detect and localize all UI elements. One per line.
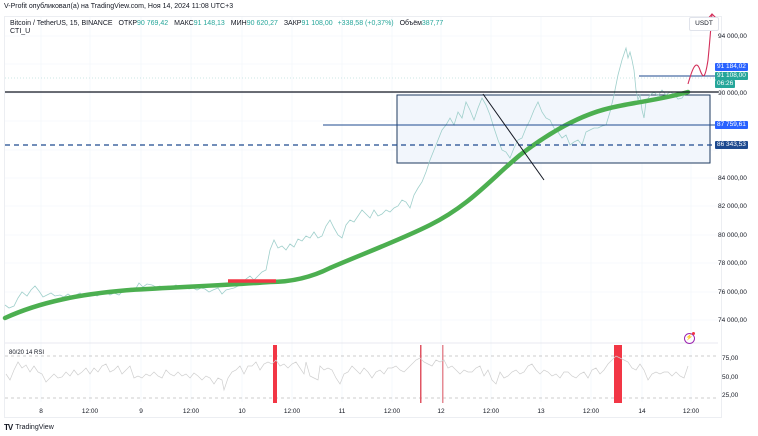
rsi-tick: 75,00	[722, 355, 739, 362]
rsi-marker	[442, 345, 444, 403]
tradingview-logo: TV TradingView	[4, 423, 54, 432]
x-tick: 11	[339, 408, 346, 415]
y-tick: 82 000,00	[718, 203, 747, 210]
close-value: 91 108,00	[301, 20, 333, 27]
time-axis[interactable]: 8 12:00 9 12:00 10 12:00 11 12:00 12 12:…	[39, 408, 699, 415]
level-low-tag: 86 343,53	[715, 141, 748, 149]
x-tick: 14	[638, 408, 646, 415]
rsi-marker	[420, 345, 422, 403]
rsi-tick: 25,00	[722, 392, 739, 399]
range-rectangle[interactable]	[396, 94, 711, 164]
rsi-marker	[614, 345, 622, 403]
high-value: 91 148,13	[193, 20, 225, 27]
indicator-legend[interactable]: CTI_U	[10, 28, 31, 35]
x-tick: 10	[238, 408, 246, 415]
forecast-arrow[interactable]	[687, 13, 713, 85]
change-value: +338,58 (+0,37%)	[337, 20, 394, 27]
y-tick: 74 000,00	[718, 317, 747, 324]
x-tick: 12:00	[683, 408, 700, 415]
volume-value: 387,77	[421, 20, 444, 27]
x-tick: 12:00	[483, 408, 500, 415]
brand-name: TradingView	[15, 424, 54, 431]
x-tick: 12:00	[183, 408, 200, 415]
rsi-tick: 50,00	[722, 374, 739, 381]
x-tick: 13	[537, 408, 545, 415]
x-tick: 12:00	[284, 408, 301, 415]
open-label: ОТКР	[118, 20, 138, 27]
grid	[5, 17, 718, 402]
rsi-line	[5, 355, 689, 392]
x-tick: 12:00	[583, 408, 600, 415]
x-tick: 9	[139, 408, 143, 415]
notification-dot-icon	[692, 332, 695, 335]
chart-frame[interactable]	[4, 16, 722, 418]
x-tick: 8	[39, 408, 43, 415]
currency-button[interactable]: USDT	[689, 17, 719, 31]
low-value: 90 620,27	[246, 20, 278, 27]
price-axis[interactable]: 94 000,00 90 000,00 84 000,00 82 000,00 …	[718, 33, 747, 324]
cti-ma-line	[2, 89, 691, 321]
publish-info: V-Profit опубликовал(а) на TradingView.c…	[4, 3, 234, 10]
symbol-name: Bitcoin / TetherUS, 15, BINANCE	[10, 20, 113, 27]
level-top-tag: 91 184,02	[715, 63, 748, 71]
last-price-tag: 91 108,00	[715, 72, 748, 80]
rsi-marker	[273, 345, 277, 403]
open-value: 90 769,42	[137, 20, 169, 27]
volume-label: Объём	[399, 20, 422, 27]
level-mid-tag: 87 759,61	[715, 121, 748, 129]
low-label: МИН	[230, 20, 247, 27]
countdown-tag: 06:26	[715, 80, 736, 88]
y-tick: 76 000,00	[718, 289, 747, 296]
trendline[interactable]	[482, 93, 545, 181]
y-tick: 94 000,00	[718, 33, 747, 40]
x-tick: 12:00	[384, 408, 401, 415]
close-label: ЗАКР	[283, 20, 302, 27]
flash-icon[interactable]: ⚡	[684, 333, 695, 344]
tradingview-mark-icon: TV	[4, 423, 13, 432]
x-tick: 12:00	[82, 408, 99, 415]
rsi-legend[interactable]: 80/20 14 RSI	[9, 350, 45, 356]
rsi-axis[interactable]: 75,00 50,00 25,00	[722, 355, 739, 399]
y-tick: 84 000,00	[718, 175, 747, 182]
high-label: МАКС	[174, 20, 194, 27]
symbol-legend[interactable]: Bitcoin / TetherUS, 15, BINANCE ОТКР90 7…	[10, 19, 443, 28]
y-tick: 80 000,00	[718, 232, 747, 239]
y-tick: 78 000,00	[718, 260, 747, 267]
y-tick: 90 000,00	[718, 90, 747, 97]
x-tick: 12	[437, 408, 445, 415]
